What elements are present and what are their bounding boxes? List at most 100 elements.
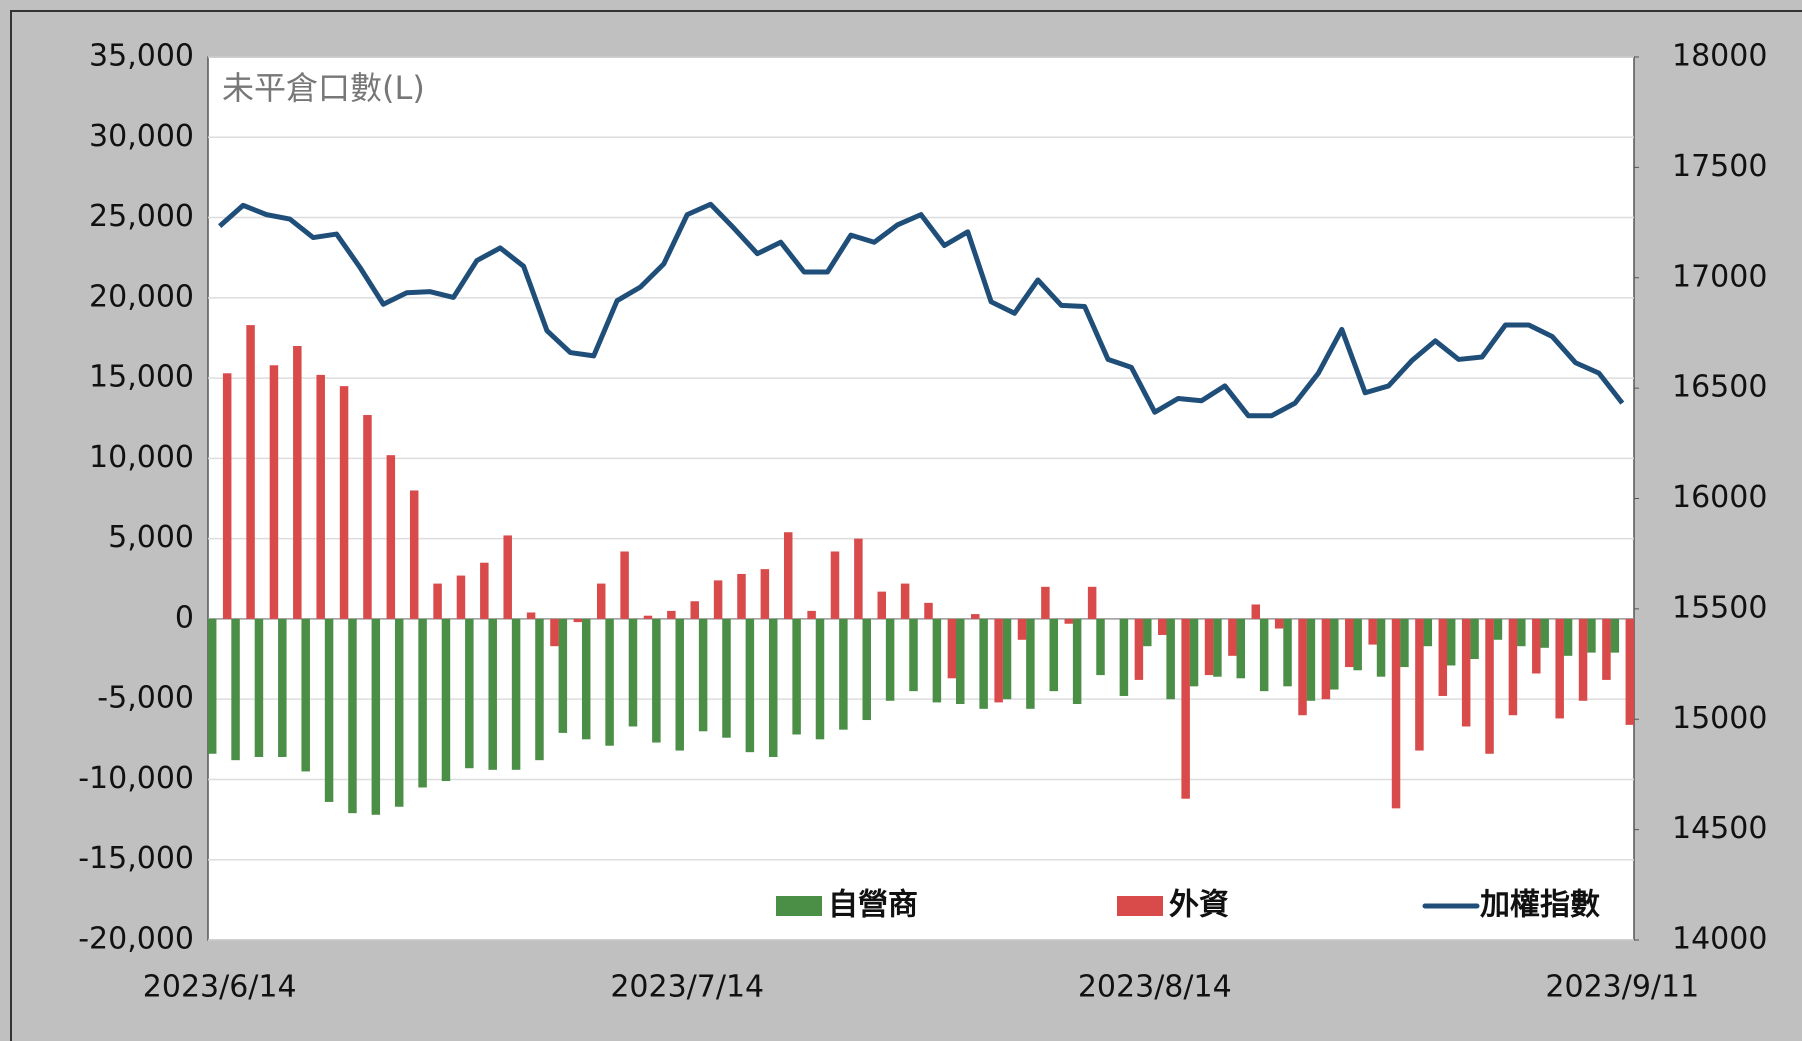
bar — [394, 618, 404, 807]
bar — [488, 618, 497, 770]
bar — [573, 618, 583, 623]
y-tick-label: 10,000 — [89, 440, 194, 475]
bar — [854, 538, 863, 619]
bar — [246, 325, 255, 619]
bar — [652, 618, 661, 743]
bar — [815, 618, 825, 740]
bar — [1485, 618, 1494, 754]
bar — [1446, 618, 1456, 666]
bar — [1189, 618, 1199, 687]
bar — [1438, 618, 1448, 696]
y-tick-label: 15,000 — [89, 360, 194, 395]
y-tick-label: 25,000 — [89, 199, 194, 234]
y-tick-label: 0 — [175, 600, 194, 635]
bar — [1540, 618, 1549, 648]
bar — [1345, 618, 1354, 668]
bar — [722, 618, 731, 738]
bar — [628, 618, 638, 727]
bar — [409, 490, 419, 619]
bar — [839, 618, 848, 730]
bar — [293, 345, 302, 619]
bar — [1625, 618, 1635, 725]
y-tick-label: 35,000 — [89, 39, 194, 74]
bar — [1587, 618, 1596, 653]
bar — [339, 386, 349, 619]
bar — [620, 551, 629, 619]
bar — [301, 618, 310, 772]
plot-area — [207, 56, 1635, 941]
y2-tick-label: 14000 — [1672, 922, 1767, 957]
bar — [643, 615, 653, 619]
bar — [1563, 618, 1573, 656]
bar — [713, 580, 723, 619]
bar — [1376, 618, 1386, 677]
bar — [956, 618, 965, 704]
x-tick-label: 2023/7/14 — [610, 970, 764, 1005]
bar — [269, 365, 279, 619]
bar — [760, 569, 770, 619]
bar — [1353, 618, 1362, 671]
bar — [909, 618, 918, 692]
bar — [535, 618, 544, 761]
bar — [1236, 618, 1246, 679]
bar — [596, 583, 606, 619]
bar — [1274, 618, 1284, 629]
bar — [1064, 618, 1074, 624]
bar — [900, 583, 910, 619]
bar — [1072, 618, 1082, 704]
y-tick-label: 20,000 — [89, 279, 194, 314]
bar — [1049, 618, 1059, 692]
y2-tick-label: 17000 — [1672, 259, 1767, 294]
bar — [1181, 618, 1190, 799]
legend-label: 加權指數 — [1480, 888, 1600, 923]
bar — [1087, 586, 1097, 619]
bar — [979, 618, 988, 709]
y-tick-label: -5,000 — [97, 681, 194, 716]
bar — [254, 618, 264, 757]
bar — [433, 583, 442, 619]
bar — [1204, 618, 1214, 676]
legend-swatch — [776, 896, 822, 916]
bar — [605, 618, 614, 746]
bar — [1555, 618, 1564, 719]
y2-tick-label: 16500 — [1672, 370, 1767, 405]
bar — [1493, 618, 1503, 640]
bar — [1298, 618, 1307, 716]
bar — [371, 618, 381, 815]
bar — [1026, 618, 1035, 709]
bar — [1321, 618, 1331, 700]
bar — [1517, 618, 1526, 647]
y-tick-label: -15,000 — [78, 841, 194, 876]
bar — [1002, 618, 1012, 700]
bar — [278, 618, 287, 757]
bar — [1470, 618, 1479, 660]
bar — [745, 618, 755, 753]
y2-tick-label: 14500 — [1672, 811, 1767, 846]
bar — [1213, 618, 1222, 677]
bar — [1508, 618, 1518, 716]
y-tick-label: -20,000 — [78, 922, 194, 957]
bar — [1158, 618, 1167, 635]
bar — [862, 618, 871, 721]
bar — [1259, 618, 1269, 692]
bar — [1400, 618, 1409, 668]
bar — [231, 618, 240, 761]
bar — [877, 591, 886, 619]
legend-label: 外資 — [1169, 888, 1229, 923]
bar — [792, 618, 801, 735]
bar — [324, 618, 334, 802]
x-tick-label: 2023/6/14 — [143, 970, 297, 1005]
y-tick-label: 30,000 — [89, 119, 194, 154]
bar — [885, 618, 895, 701]
bar — [1330, 618, 1339, 690]
bar — [698, 618, 708, 732]
bar — [511, 618, 521, 770]
bar — [1391, 618, 1401, 809]
bar — [418, 618, 427, 788]
bar — [503, 535, 512, 619]
bar — [1306, 618, 1316, 701]
bar — [1119, 618, 1129, 696]
bar — [1143, 618, 1152, 647]
bar — [581, 618, 591, 740]
bar — [1251, 604, 1261, 619]
